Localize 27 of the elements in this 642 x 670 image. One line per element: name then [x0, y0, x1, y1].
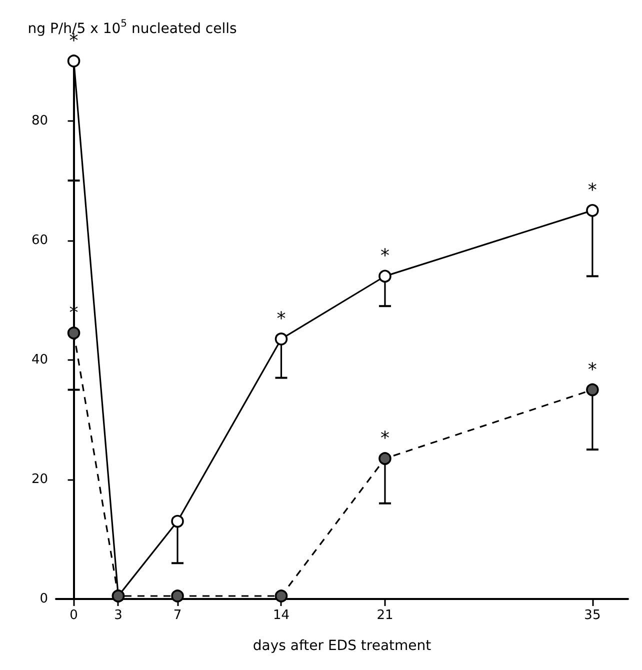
point [67, 326, 80, 340]
x-tick-label: 7 [173, 608, 182, 623]
x-tick-label: 0 [70, 608, 78, 623]
annotation: * [588, 359, 597, 380]
point [586, 383, 599, 396]
annotation: * [588, 180, 597, 201]
point [378, 270, 392, 283]
x-axis-title: days after EDS treatment [252, 638, 432, 654]
y-tick-label: 40 [31, 352, 48, 368]
x-tick-label: 35 [584, 608, 601, 623]
point [274, 590, 288, 602]
annotation: * [380, 428, 390, 450]
point [378, 452, 392, 465]
point [171, 590, 184, 602]
annotation: * [380, 246, 390, 267]
point [171, 514, 184, 528]
x-tick-label: 14 [272, 608, 290, 623]
y-tick-label: 0 [40, 592, 48, 606]
y-tick-label: 60 [31, 232, 48, 248]
annotation: * [276, 308, 286, 330]
x-tick-label: 21 [376, 608, 394, 623]
y-tick-label: 20 [31, 472, 48, 487]
point [274, 332, 288, 346]
x-tick-label: 3 [114, 608, 122, 623]
y-tick-label: 80 [31, 113, 48, 128]
point [586, 204, 599, 217]
point [67, 54, 80, 68]
